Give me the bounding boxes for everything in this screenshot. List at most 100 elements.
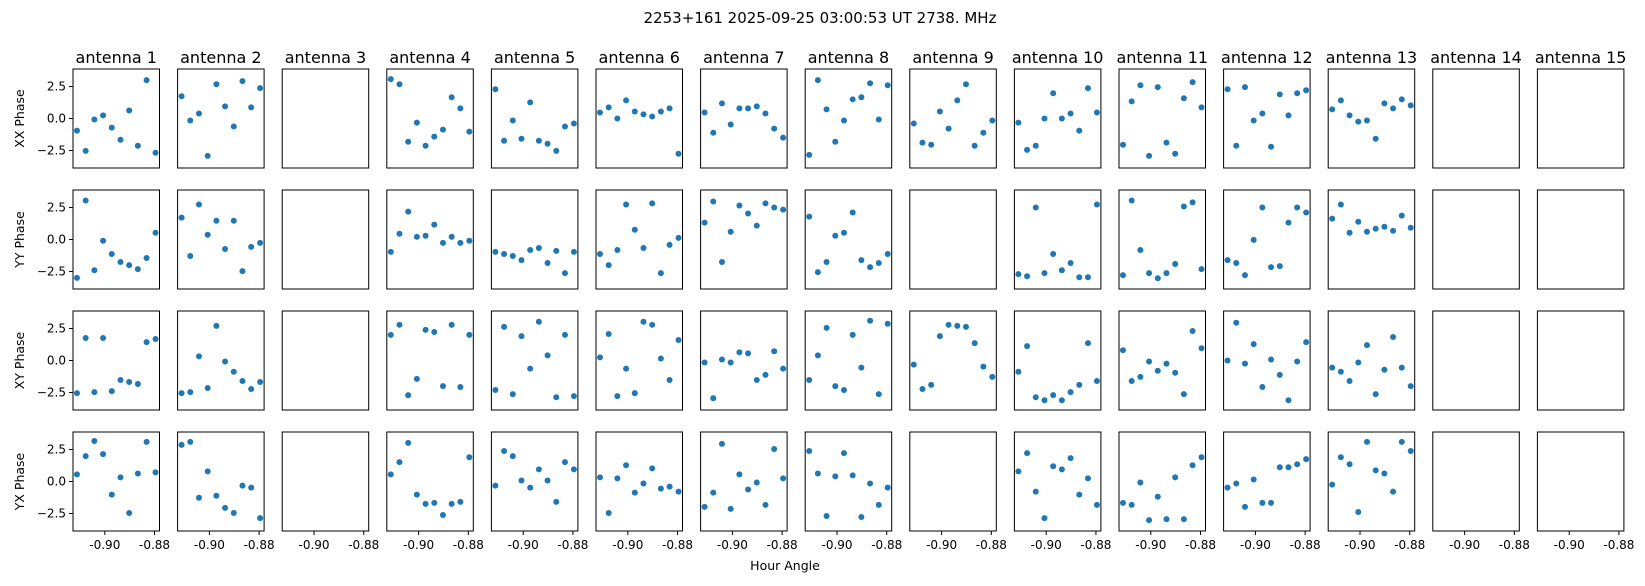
data-point bbox=[187, 389, 194, 396]
data-point bbox=[527, 99, 534, 106]
data-point bbox=[1024, 146, 1031, 153]
data-point bbox=[413, 233, 420, 240]
data-point bbox=[1398, 364, 1405, 371]
subplot: antenna 12 bbox=[1221, 48, 1313, 169]
subplot bbox=[909, 310, 997, 411]
data-point bbox=[762, 110, 769, 117]
data-point bbox=[239, 377, 246, 384]
data-point bbox=[1041, 115, 1048, 122]
data-point bbox=[657, 355, 664, 362]
data-point bbox=[1268, 264, 1275, 271]
data-point bbox=[1093, 201, 1100, 208]
data-point bbox=[448, 321, 455, 328]
data-point bbox=[387, 248, 394, 255]
data-point bbox=[570, 248, 577, 255]
data-point bbox=[954, 97, 961, 104]
data-point bbox=[980, 129, 987, 136]
subplot bbox=[1432, 310, 1520, 411]
subplot-title: antenna 12 bbox=[1221, 48, 1313, 67]
data-point bbox=[858, 257, 865, 264]
data-point bbox=[832, 138, 839, 145]
data-point bbox=[73, 390, 80, 397]
data-point bbox=[239, 482, 246, 489]
data-point bbox=[1189, 462, 1196, 469]
data-point bbox=[1355, 118, 1362, 125]
subplot: antenna 7 bbox=[700, 48, 788, 169]
data-point bbox=[82, 453, 89, 460]
data-point bbox=[623, 97, 630, 104]
data-point bbox=[91, 267, 98, 274]
axes-frame bbox=[1432, 431, 1520, 532]
data-point bbox=[1390, 227, 1397, 234]
data-point bbox=[187, 253, 194, 259]
y-axis-label: XX Phase bbox=[12, 89, 27, 148]
data-point bbox=[1372, 135, 1379, 142]
data-point bbox=[1076, 274, 1083, 281]
axes-frame bbox=[1013, 431, 1102, 532]
subplot-title: antenna 8 bbox=[808, 48, 889, 67]
data-point bbox=[928, 141, 935, 148]
axes-frame bbox=[700, 431, 788, 532]
data-point bbox=[780, 206, 787, 213]
data-point bbox=[1137, 373, 1144, 380]
subplot: antenna 3 bbox=[281, 48, 370, 169]
data-point bbox=[535, 137, 542, 144]
x-tick-label: -0.88 bbox=[767, 538, 798, 552]
data-point bbox=[1233, 480, 1240, 487]
subplot: antenna 8 bbox=[804, 48, 893, 169]
data-point bbox=[875, 501, 882, 508]
subplot bbox=[1327, 310, 1416, 411]
data-point bbox=[657, 485, 664, 492]
data-point bbox=[1128, 98, 1135, 105]
data-point bbox=[143, 339, 150, 346]
data-point bbox=[1180, 391, 1187, 398]
data-point bbox=[1224, 257, 1231, 264]
data-point bbox=[1180, 516, 1187, 523]
data-point bbox=[1128, 377, 1135, 384]
data-point bbox=[823, 106, 830, 113]
data-point bbox=[73, 127, 80, 134]
data-point bbox=[840, 117, 847, 124]
data-point bbox=[1337, 97, 1344, 104]
axes-frame bbox=[1223, 310, 1311, 411]
data-point bbox=[1363, 342, 1370, 349]
data-point bbox=[1233, 319, 1240, 326]
subplot bbox=[490, 310, 579, 411]
data-point bbox=[962, 81, 969, 88]
data-point bbox=[448, 94, 455, 101]
data-point bbox=[1381, 223, 1388, 230]
data-point bbox=[257, 378, 264, 385]
x-tick-label: -0.90 bbox=[1031, 538, 1062, 552]
data-point bbox=[1050, 463, 1057, 470]
subplot-title: antenna 5 bbox=[494, 48, 575, 67]
data-point bbox=[492, 86, 499, 93]
data-point bbox=[1058, 397, 1065, 404]
data-point bbox=[431, 133, 438, 140]
subplot bbox=[490, 189, 579, 290]
axes-frame bbox=[700, 189, 788, 290]
data-point bbox=[814, 77, 821, 84]
data-point bbox=[1398, 96, 1405, 103]
data-point bbox=[117, 259, 124, 266]
data-point bbox=[780, 365, 787, 372]
data-point bbox=[143, 77, 150, 84]
data-point bbox=[1032, 394, 1039, 401]
data-point bbox=[108, 250, 115, 257]
data-point bbox=[962, 323, 969, 330]
subplot: antenna 5 bbox=[490, 48, 579, 169]
data-point bbox=[1268, 499, 1275, 506]
data-point bbox=[553, 147, 560, 154]
data-point bbox=[1154, 493, 1161, 500]
axes-frame bbox=[1327, 310, 1416, 411]
data-point bbox=[1363, 438, 1370, 445]
subplot: antenna 10 bbox=[1012, 48, 1103, 169]
axes-frame bbox=[595, 68, 683, 169]
data-point bbox=[1363, 117, 1370, 124]
data-point bbox=[718, 356, 725, 363]
x-tick-label: -0.90 bbox=[89, 538, 120, 552]
data-point bbox=[248, 386, 255, 393]
data-point bbox=[753, 376, 760, 383]
data-point bbox=[771, 348, 778, 355]
data-point bbox=[1119, 141, 1126, 148]
data-point bbox=[701, 503, 708, 510]
